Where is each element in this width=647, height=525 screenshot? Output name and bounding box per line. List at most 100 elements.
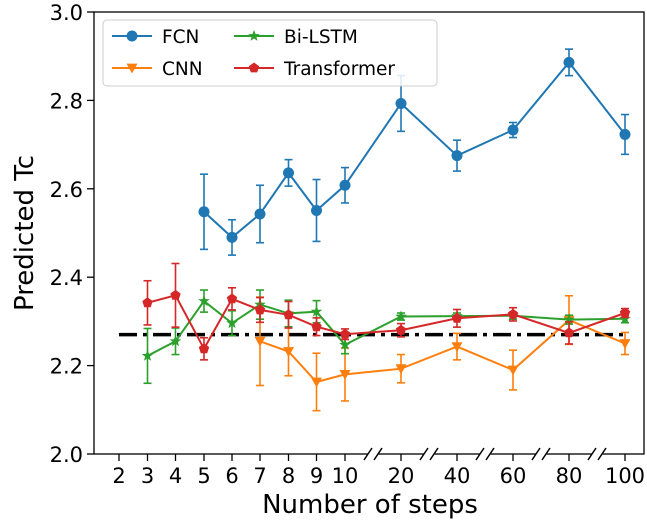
axis-break-gap [592,451,602,457]
data-point [395,310,407,322]
y-tick-label: 2.4 [50,266,83,290]
x-tick-label: 8 [282,464,295,488]
data-point [395,324,407,335]
series-transformer [142,262,631,361]
data-point [283,347,294,357]
data-point [254,304,266,315]
axis-break-mark [531,447,551,461]
x-tick-label: 60 [500,464,527,488]
data-point [283,309,294,320]
axis-break-slash [541,447,551,461]
legend-swatch-marker [126,63,138,74]
axis-break-gap [480,451,490,457]
data-point [198,295,210,306]
legend: FCN CNN Bi-LSTM Transformer [102,19,438,87]
series-layer [141,48,631,412]
series-line-transformer [147,294,626,351]
data-point [563,56,575,68]
data-point [311,204,322,216]
data-point [169,335,182,347]
data-point [451,312,463,323]
data-point [451,150,463,162]
legend-label: Bi-LSTM [284,27,358,48]
axis-break-slash [373,447,383,461]
legend-item-cnn: CNN [112,59,203,80]
data-point [339,179,351,191]
data-point [451,342,463,353]
axis-break-gap [368,451,378,457]
axis-break-mark [587,447,607,461]
series-line-fcn [203,60,626,239]
legend-swatch-marker [126,30,138,42]
data-point [226,293,238,304]
legend-swatch-marker [248,62,260,73]
data-point [141,349,154,361]
data-point [507,124,519,136]
data-point [283,167,294,179]
axis-break-gap [536,451,546,457]
axis-break-slash [419,447,429,461]
axis-break-mark [363,447,383,461]
y-tick-label: 2.2 [50,355,83,379]
legend-swatch-marker [248,29,260,41]
x-tick-label: 3 [141,464,154,488]
data-point [310,305,323,317]
data-point [395,364,407,375]
x-tick-label: 80 [556,464,583,488]
data-point [563,327,575,338]
data-point [339,370,351,380]
data-point [563,313,575,325]
legend-label: CNN [162,59,203,80]
data-point [226,231,238,243]
x-tick-label: 40 [444,464,471,488]
legend-item-fcn: FCN [112,27,199,48]
x-tick-label: 10 [332,464,359,488]
data-point [619,128,631,140]
data-point [254,208,266,220]
data-point [339,338,351,350]
x-tick-label: 20 [388,464,415,488]
axes-layer: 2.0 2.2 2.4 2.6 2.8 3.0 2 3 4 5 6 7 8 9 10 20 40 60 80 100 [50,1,645,488]
data-point [311,321,322,332]
axis-break-slash [485,447,495,461]
axis-break-mark [475,447,495,461]
data-point [395,97,407,109]
x-axis-label: Number of steps [262,490,478,520]
data-point [619,307,631,318]
axis-break-slash [531,447,541,461]
data-point [198,206,210,218]
axis-break-slash [475,447,485,461]
legend-label: Transformer [283,59,395,80]
x-tick-label: 4 [169,464,182,488]
y-tick-label: 2.8 [50,89,83,113]
x-tick-label: 7 [253,464,266,488]
legend-box [102,19,438,87]
data-point [170,289,181,300]
y-tick-label: 2.6 [50,178,83,202]
data-point [507,365,519,376]
data-point [226,317,238,329]
legend-item-transformer: Transformer [234,59,395,80]
x-tick-label: 2 [112,464,125,488]
axis-break-mark [419,447,439,461]
data-point [254,336,266,347]
axis-break-slash [363,447,373,461]
y-tick-label: 3.0 [50,1,83,25]
data-point [311,377,322,388]
data-point [507,308,519,319]
axis-break-slash [429,447,439,461]
y-tick-label: 2.0 [50,443,83,467]
data-point [198,343,210,354]
axis-break-gap [424,451,434,457]
axis-break-slash [597,447,607,461]
x-tick-label: 100 [605,464,645,488]
data-point [619,339,631,349]
legend-item-bi-lstm: Bi-LSTM [234,27,358,48]
x-tick-label: 9 [310,464,323,488]
x-tick-label: 6 [225,464,238,488]
legend-label: FCN [162,27,199,48]
y-axis-label: Predicted Tc [10,155,40,311]
x-tick-label: 5 [197,464,210,488]
series-fcn [198,48,631,256]
